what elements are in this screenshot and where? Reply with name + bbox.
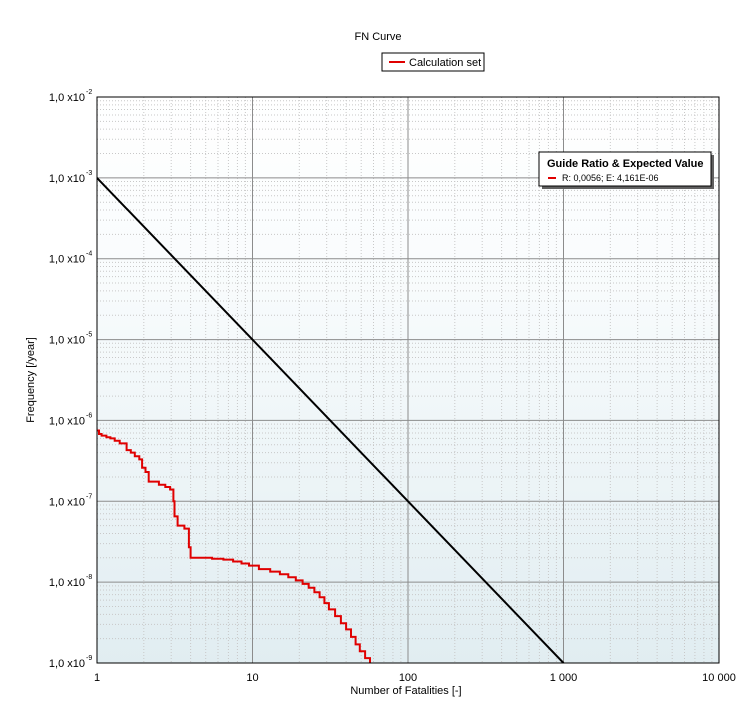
x-tick-label: 1 000: [550, 672, 578, 684]
y-tick-exponent: -8: [86, 574, 92, 581]
y-tick-exponent: -6: [86, 412, 92, 419]
legend-box: [381, 52, 485, 72]
x-tick-label: 1: [94, 672, 100, 684]
guide-ratio-text: R: 0,0056; E: 4,161E-06: [562, 173, 659, 183]
y-axis-ticks: 1,0 x10 -91,0 x10 -81,0 x10 -71,0 x10 -61,0 …: [49, 89, 92, 670]
y-tick-label: 1,0 x10: [49, 415, 85, 427]
y-tick-exponent: -3: [86, 170, 92, 177]
y-tick-label: 1,0 x10: [49, 254, 85, 266]
y-tick-label: 1,0 x10: [49, 577, 85, 589]
chart-title: FN Curve: [354, 31, 401, 43]
guide-ratio-box-frame: [538, 151, 712, 187]
series-line-criterion: [97, 177, 565, 663]
series-layer: [97, 177, 565, 663]
y-tick-label: 1,0 x10: [49, 658, 85, 670]
y-tick-label: 1,0 x10: [49, 92, 85, 104]
y-axis-label: Frequency [/year]: [25, 337, 37, 423]
y-tick-exponent: -2: [86, 89, 92, 96]
x-tick-label: 10: [246, 672, 258, 684]
y-tick-exponent: -4: [86, 251, 92, 258]
grid-minor: [97, 97, 719, 663]
guide-ratio-title: Guide Ratio & Expected Value: [547, 158, 704, 170]
y-tick-exponent: -9: [86, 655, 92, 662]
y-tick-label: 1,0 x10: [49, 335, 85, 347]
x-tick-label: 10 000: [702, 672, 736, 684]
x-tick-label: 100: [399, 672, 417, 684]
y-tick-exponent: -7: [86, 493, 92, 500]
y-tick-exponent: -5: [86, 332, 92, 339]
plot-border: [96, 96, 720, 664]
guide-ratio-box: Guide Ratio & Expected Value R: 0,0056; …: [538, 151, 714, 189]
y-tick-label: 1,0 x10: [49, 173, 85, 185]
series-line-calculation-set: [97, 429, 371, 663]
legend-label: Calculation set: [409, 57, 481, 69]
y-tick-label: 1,0 x10: [49, 496, 85, 508]
legend: Calculation set: [381, 52, 485, 72]
x-axis-label: Number of Fatalities [-]: [350, 685, 461, 697]
x-axis-ticks: 1 10 100 1 000 10 000: [94, 672, 736, 684]
